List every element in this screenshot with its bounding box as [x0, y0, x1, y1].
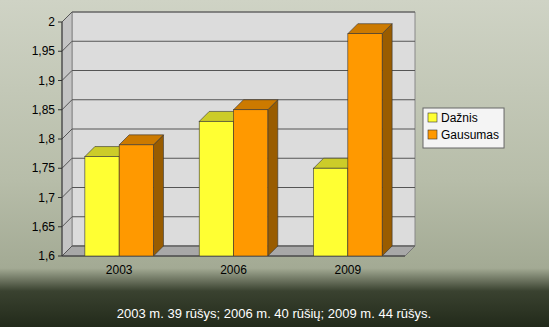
legend-label: Gausumas: [441, 128, 499, 142]
category-label: 2009: [334, 263, 361, 277]
legend-label: Dažnis: [441, 111, 478, 125]
bar-top: [348, 24, 392, 34]
bar: [348, 24, 392, 256]
chart: 1,6 1,65 1,7 1,75 1,8 1,85 1,9 1,95 2 2003 2006 200…: [0, 0, 549, 327]
tick: [58, 80, 62, 81]
tick-label: 1,7: [38, 191, 55, 205]
category-label: 2003: [106, 263, 133, 277]
bar-front: [314, 168, 348, 256]
bar-side: [268, 100, 278, 256]
tick: [58, 51, 62, 52]
legend: Dažnis Gausumas: [423, 108, 504, 148]
tick-label: 1,9: [38, 74, 55, 88]
grid-line: [62, 12, 415, 22]
bar: [234, 100, 278, 256]
tick-label: 1,65: [32, 220, 56, 234]
bar-front: [119, 145, 153, 256]
bar-front: [348, 34, 382, 256]
bar-top: [234, 100, 278, 110]
bar-side: [382, 24, 392, 256]
tick-label: 2: [48, 15, 55, 29]
tick: [58, 22, 62, 23]
annotation: 2003 m. 39 rūšys; 2006 m. 40 rūšių; 2009…: [117, 306, 431, 321]
tick: [58, 168, 62, 169]
tick: [58, 109, 62, 110]
tick-label: 1,95: [32, 44, 56, 58]
legend-swatch: [428, 113, 437, 122]
tick-label: 1,6: [38, 249, 55, 263]
bars: [85, 24, 392, 256]
tick: [58, 226, 62, 227]
category-label: 2006: [220, 263, 247, 277]
tick-label: 1,8: [38, 132, 55, 146]
tick: [58, 197, 62, 198]
bar-side: [153, 135, 163, 256]
tick: [58, 256, 62, 257]
tick-label: 1,85: [32, 103, 56, 117]
bar-front: [199, 121, 233, 256]
bar-front: [85, 157, 119, 256]
legend-box: [423, 108, 504, 148]
tick: [58, 139, 62, 140]
bar: [119, 135, 163, 256]
y-axis: [62, 22, 63, 256]
tick-label: 1,75: [32, 161, 56, 175]
bar-front: [234, 110, 268, 256]
bar-top: [119, 135, 163, 145]
legend-swatch: [428, 130, 437, 139]
